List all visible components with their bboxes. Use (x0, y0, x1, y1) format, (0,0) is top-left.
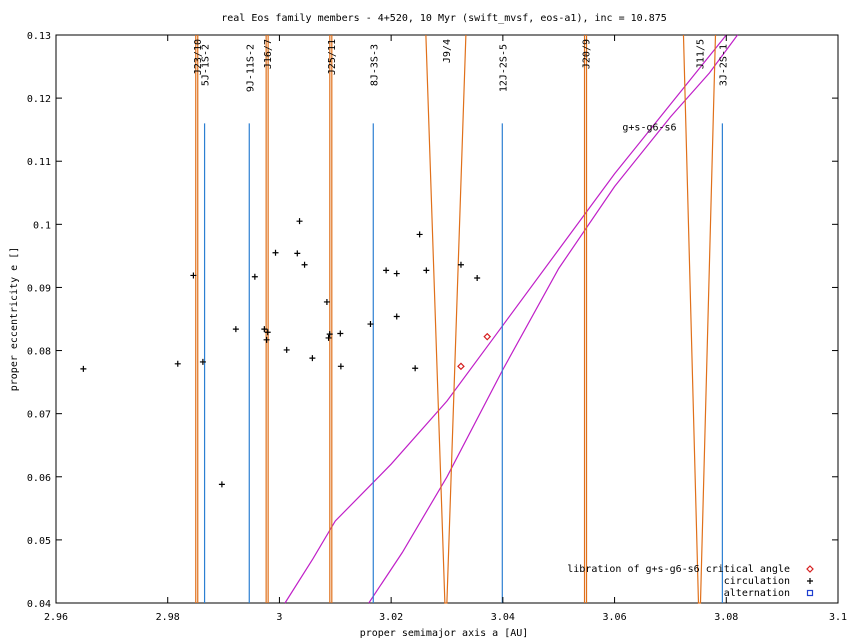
data-point (474, 274, 481, 281)
y-tick-label: 0.08 (27, 347, 51, 358)
legend-marker (806, 565, 814, 573)
data-point (251, 273, 258, 280)
data-point (261, 326, 268, 333)
legend: libration of g+s-g6-s6 critical anglecir… (567, 564, 814, 599)
resonance-label: J11/5 (695, 39, 706, 69)
resonance-line (425, 34, 467, 604)
data-point (296, 218, 303, 225)
data-points (80, 218, 492, 488)
y-tick-label: 0.13 (27, 31, 51, 42)
secular-label: g+s-g6-s6 (622, 122, 676, 133)
data-point (218, 481, 225, 488)
data-point (326, 331, 333, 338)
data-point (190, 272, 197, 279)
data-point (337, 363, 344, 370)
legend-label: libration of g+s-g6-s6 critical angle (567, 564, 790, 575)
data-point (174, 360, 181, 367)
data-point (412, 365, 419, 372)
legend-marker (806, 589, 814, 597)
three-body-label: 5J-1S-2 (201, 44, 212, 86)
x-axis-label: proper semimajor axis a [AU] (360, 628, 529, 639)
three-body-label: 9J-11S-2 (245, 44, 256, 92)
resonance-line (682, 34, 717, 604)
resonance-label: J23/10 (193, 39, 204, 75)
resonance-label: J25/11 (327, 39, 338, 75)
secular-upper-boundary (284, 34, 727, 604)
x-tick-label: 3.1 (829, 612, 847, 623)
axis-ticks: 2.96 2.98 3 3.02 3.04 3.06 3.08 3.1 0.04 0.05 0.06… (27, 31, 847, 623)
data-point (301, 261, 308, 268)
chart-title: real Eos family members - 4+520, 10 Myr … (221, 13, 667, 24)
secular-resonance: g+s-g6-s6 (284, 34, 738, 604)
resonance-lines: J23/10 J16/7 J25/11 J9/4 J20/9 J11/5 5J-1S-2 9J… (193, 34, 729, 604)
y-tick-label: 0.04 (27, 599, 51, 610)
three-body-label: 12J-2S-5 (498, 44, 509, 92)
data-point (393, 313, 400, 320)
data-point (283, 346, 290, 353)
x-tick-label: 3.08 (714, 612, 738, 623)
legend-marker (807, 578, 813, 584)
x-tick-label: 3.04 (491, 612, 515, 623)
y-tick-label: 0.07 (27, 410, 51, 421)
three-body-label: 8J-3S-3 (369, 44, 380, 86)
y-tick-label: 0.05 (27, 536, 51, 547)
x-tick-label: 2.96 (44, 612, 68, 623)
data-point (264, 329, 271, 336)
three-body-label: 3J-2S-1 (718, 44, 729, 86)
data-point (483, 332, 492, 341)
plot-frame (55, 34, 839, 604)
data-point (294, 250, 301, 257)
x-tick-label: 3.06 (603, 612, 627, 623)
data-point (423, 267, 430, 274)
data-point (232, 326, 239, 333)
data-point (325, 334, 332, 341)
legend-label: alternation (724, 588, 790, 599)
data-point (309, 355, 316, 362)
data-point (272, 249, 279, 256)
resonance-label: J9/4 (442, 39, 453, 63)
data-point (393, 270, 400, 277)
resonance-label: J20/9 (582, 39, 593, 69)
data-point (80, 365, 87, 372)
x-tick-label: 3.02 (379, 612, 403, 623)
y-tick-label: 0.1 (33, 220, 51, 231)
legend-label: circulation (724, 576, 790, 587)
data-point (367, 321, 374, 328)
x-tick-label: 3 (276, 612, 282, 623)
y-axis-label: proper eccentricity e [] (9, 247, 20, 392)
data-point (199, 358, 206, 365)
y-tick-label: 0.12 (27, 94, 51, 105)
data-point (323, 298, 330, 305)
data-point (416, 231, 423, 238)
data-point (383, 267, 390, 274)
resonance-label: J16/7 (263, 39, 274, 69)
x-tick-label: 2.98 (156, 612, 180, 623)
data-point (337, 330, 344, 337)
y-tick-label: 0.11 (27, 157, 51, 168)
secular-lower-boundary (368, 34, 738, 604)
y-tick-label: 0.06 (27, 473, 51, 484)
data-point (263, 336, 270, 343)
data-point (457, 261, 464, 268)
y-tick-label: 0.09 (27, 283, 51, 294)
data-point (457, 362, 465, 371)
